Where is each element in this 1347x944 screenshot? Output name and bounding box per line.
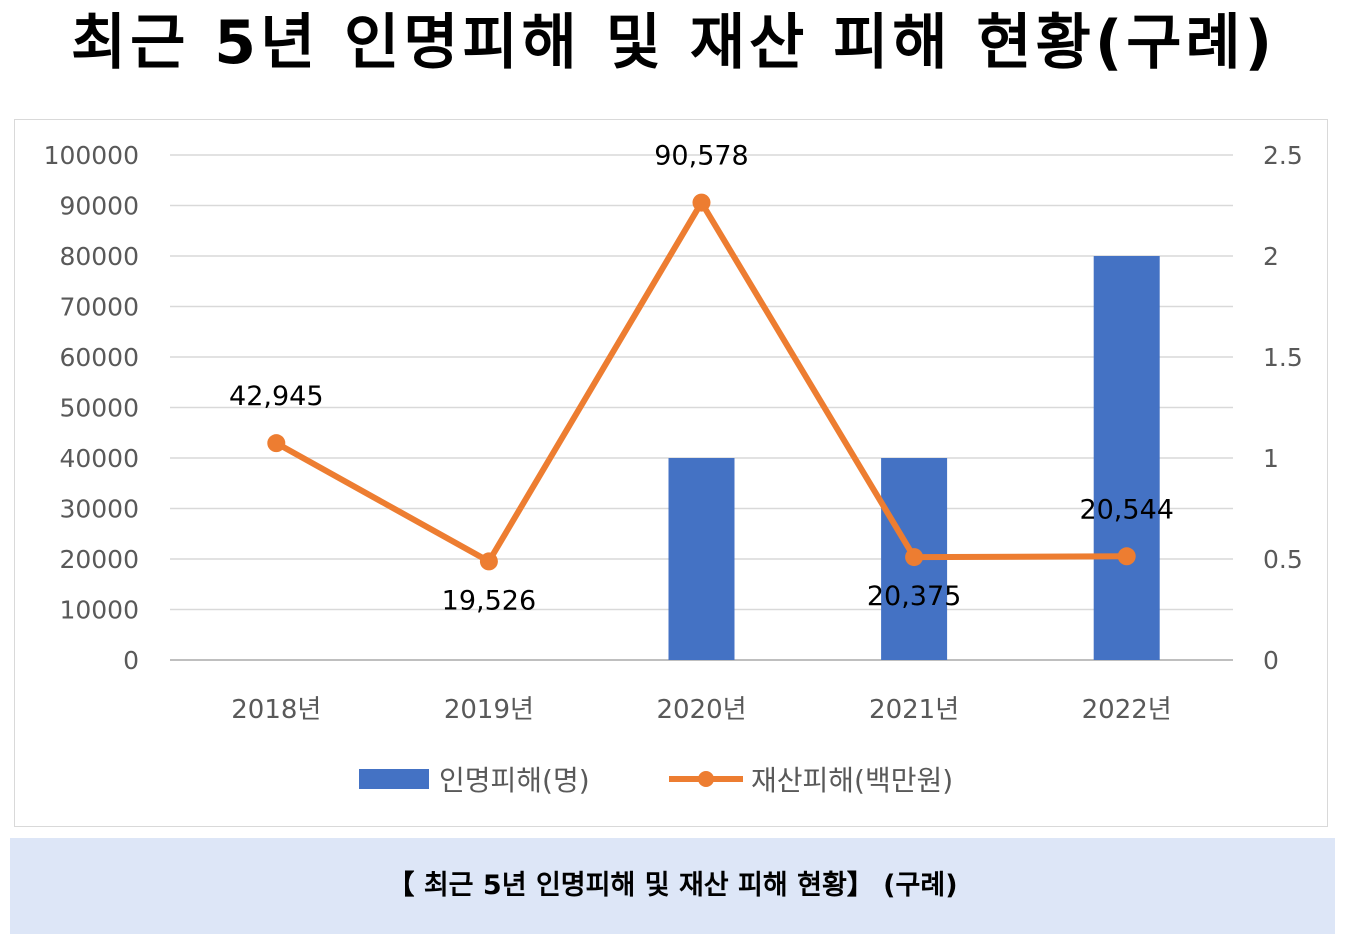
y-left-tick-label: 80000 xyxy=(59,242,139,271)
data-label: 20,375 xyxy=(867,581,961,612)
chart-area: 42,945 19,526 90,578 20,375 20,544 100000 900… xyxy=(14,119,1328,827)
x-tick-label: 2018년 xyxy=(231,695,321,725)
page-title: 최근 5년 인명피해 및 재산 피해 현황(구례) xyxy=(70,8,1277,78)
line-point xyxy=(905,548,924,567)
legend-label-bar: 인명피해(명) xyxy=(439,764,590,797)
legend-label-line: 재산피해(백만원) xyxy=(751,764,953,797)
y-right-tick-label: 1.5 xyxy=(1263,343,1303,372)
y-right-tick-label: 2 xyxy=(1263,242,1279,271)
x-tick-label: 2020년 xyxy=(656,695,746,725)
line-point xyxy=(267,434,286,453)
caption-text: 【 최근 5년 인명피해 및 재산 피해 현황】 (구례) xyxy=(387,870,958,901)
left-axis: 1000009000080000700006000050000400003000… xyxy=(44,141,139,675)
line-point xyxy=(479,552,498,571)
data-label: 90,578 xyxy=(654,141,748,172)
data-label: 42,945 xyxy=(229,381,323,412)
data-label: 20,544 xyxy=(1079,494,1173,525)
bar xyxy=(668,458,735,660)
y-right-tick-label: 2.5 xyxy=(1263,141,1303,170)
y-right-tick-label: 0 xyxy=(1263,646,1279,675)
legend-marker-line xyxy=(698,771,714,787)
y-right-tick-label: 1 xyxy=(1263,444,1279,473)
caption-bar: 【 최근 5년 인명피해 및 재산 피해 현황】 (구례) xyxy=(10,838,1335,934)
x-axis: 2018년 2019년 2020년 2021년 2022년 xyxy=(231,695,1171,725)
y-left-tick-label: 20000 xyxy=(59,545,139,574)
y-left-tick-label: 60000 xyxy=(59,343,139,372)
bar xyxy=(1093,256,1160,660)
x-tick-label: 2022년 xyxy=(1082,695,1172,725)
y-right-tick-label: 0.5 xyxy=(1263,545,1303,574)
legend-swatch-bar xyxy=(359,769,429,789)
data-labels: 42,945 19,526 90,578 20,375 20,544 xyxy=(229,141,1174,617)
right-axis: 2.5 2 1.5 1 0.5 0 xyxy=(1263,141,1303,675)
y-left-tick-label: 90000 xyxy=(59,192,139,221)
data-label: 19,526 xyxy=(442,585,536,616)
legend: 인명피해(명) 재산피해(백만원) xyxy=(359,764,953,797)
y-left-tick-label: 50000 xyxy=(59,394,139,423)
line-point xyxy=(1117,547,1136,566)
line-point xyxy=(692,193,711,212)
y-left-tick-label: 0 xyxy=(123,646,139,675)
x-tick-label: 2019년 xyxy=(444,695,534,725)
line-series xyxy=(267,193,1136,571)
y-left-tick-label: 10000 xyxy=(59,596,139,625)
x-tick-label: 2021년 xyxy=(869,695,959,725)
y-left-tick-label: 70000 xyxy=(59,293,139,322)
y-left-tick-label: 30000 xyxy=(59,495,139,524)
y-left-tick-label: 100000 xyxy=(44,141,139,170)
y-left-tick-label: 40000 xyxy=(59,444,139,473)
